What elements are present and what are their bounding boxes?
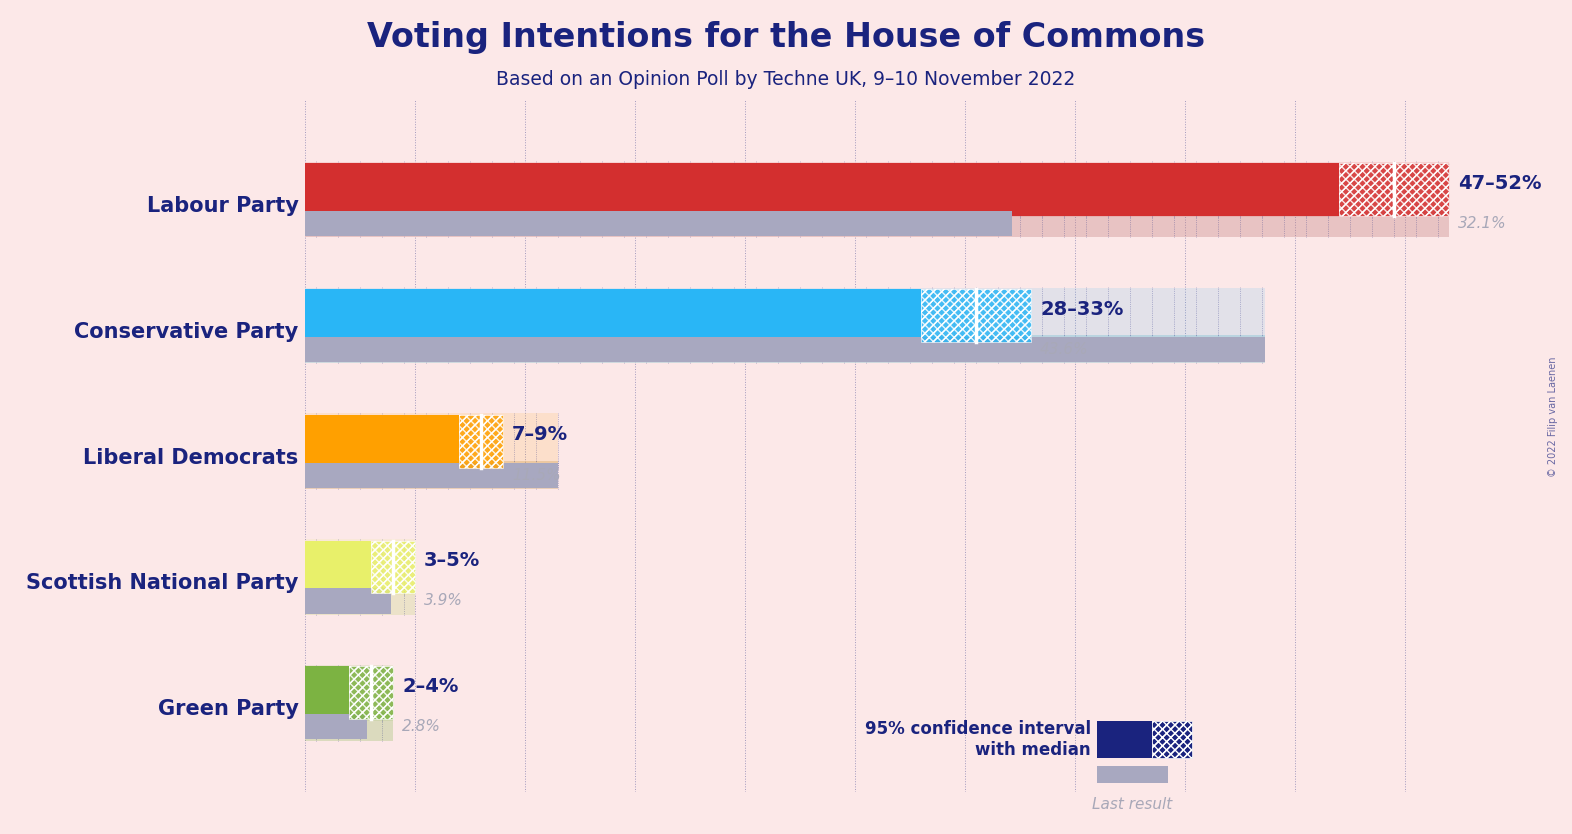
Bar <box>305 666 393 721</box>
Bar <box>305 540 415 595</box>
Text: 3.9%: 3.9% <box>424 594 464 609</box>
Bar <box>371 540 415 594</box>
Text: 47–52%: 47–52% <box>1459 173 1542 193</box>
Bar <box>349 666 393 719</box>
Bar <box>921 289 1031 342</box>
Text: Conservative Party: Conservative Party <box>74 322 299 342</box>
Bar <box>305 335 1264 363</box>
Text: Green Party: Green Party <box>157 699 299 719</box>
Bar <box>1339 163 1449 216</box>
Text: Liberal Democrats: Liberal Democrats <box>83 448 299 468</box>
Bar <box>305 211 1011 236</box>
Bar <box>305 414 558 469</box>
Bar <box>305 337 1264 362</box>
Bar <box>305 589 391 614</box>
Bar <box>305 209 1449 237</box>
Bar <box>305 713 393 741</box>
Text: © 2022 Filip van Laenen: © 2022 Filip van Laenen <box>1548 357 1558 477</box>
Text: 43.6%: 43.6% <box>1041 342 1089 357</box>
Bar <box>305 587 415 615</box>
Text: Based on an Opinion Poll by Techne UK, 9–10 November 2022: Based on an Opinion Poll by Techne UK, 9… <box>497 70 1075 88</box>
Bar <box>305 288 1264 343</box>
Bar <box>305 163 1339 216</box>
Text: Last result: Last result <box>1093 797 1173 812</box>
Bar <box>305 162 1449 217</box>
Text: Labour Party: Labour Party <box>146 196 299 216</box>
Text: Voting Intentions for the House of Commons: Voting Intentions for the House of Commo… <box>366 21 1206 54</box>
Text: 2–4%: 2–4% <box>402 677 459 696</box>
Bar <box>1097 721 1152 758</box>
Bar <box>305 714 366 740</box>
Bar <box>305 666 349 719</box>
Bar <box>921 289 1031 342</box>
Text: 32.1%: 32.1% <box>1459 216 1508 231</box>
Bar <box>305 289 921 342</box>
Bar <box>305 461 558 489</box>
Bar <box>459 414 503 468</box>
Text: Scottish National Party: Scottish National Party <box>27 574 299 593</box>
Bar <box>1339 163 1449 216</box>
Bar <box>1152 721 1192 758</box>
Text: 28–33%: 28–33% <box>1041 299 1124 319</box>
Text: 2.8%: 2.8% <box>402 720 442 735</box>
Bar <box>1097 766 1168 783</box>
Bar <box>305 463 558 488</box>
Bar <box>1152 721 1192 758</box>
Bar <box>371 540 415 594</box>
Bar <box>349 666 393 719</box>
Text: 7–9%: 7–9% <box>512 425 567 445</box>
Text: 11.5%: 11.5% <box>512 468 561 483</box>
Bar <box>305 540 371 594</box>
Bar <box>305 414 459 468</box>
Text: 95% confidence interval
with median: 95% confidence interval with median <box>865 720 1091 759</box>
Text: 3–5%: 3–5% <box>424 551 481 570</box>
Bar <box>459 414 503 468</box>
